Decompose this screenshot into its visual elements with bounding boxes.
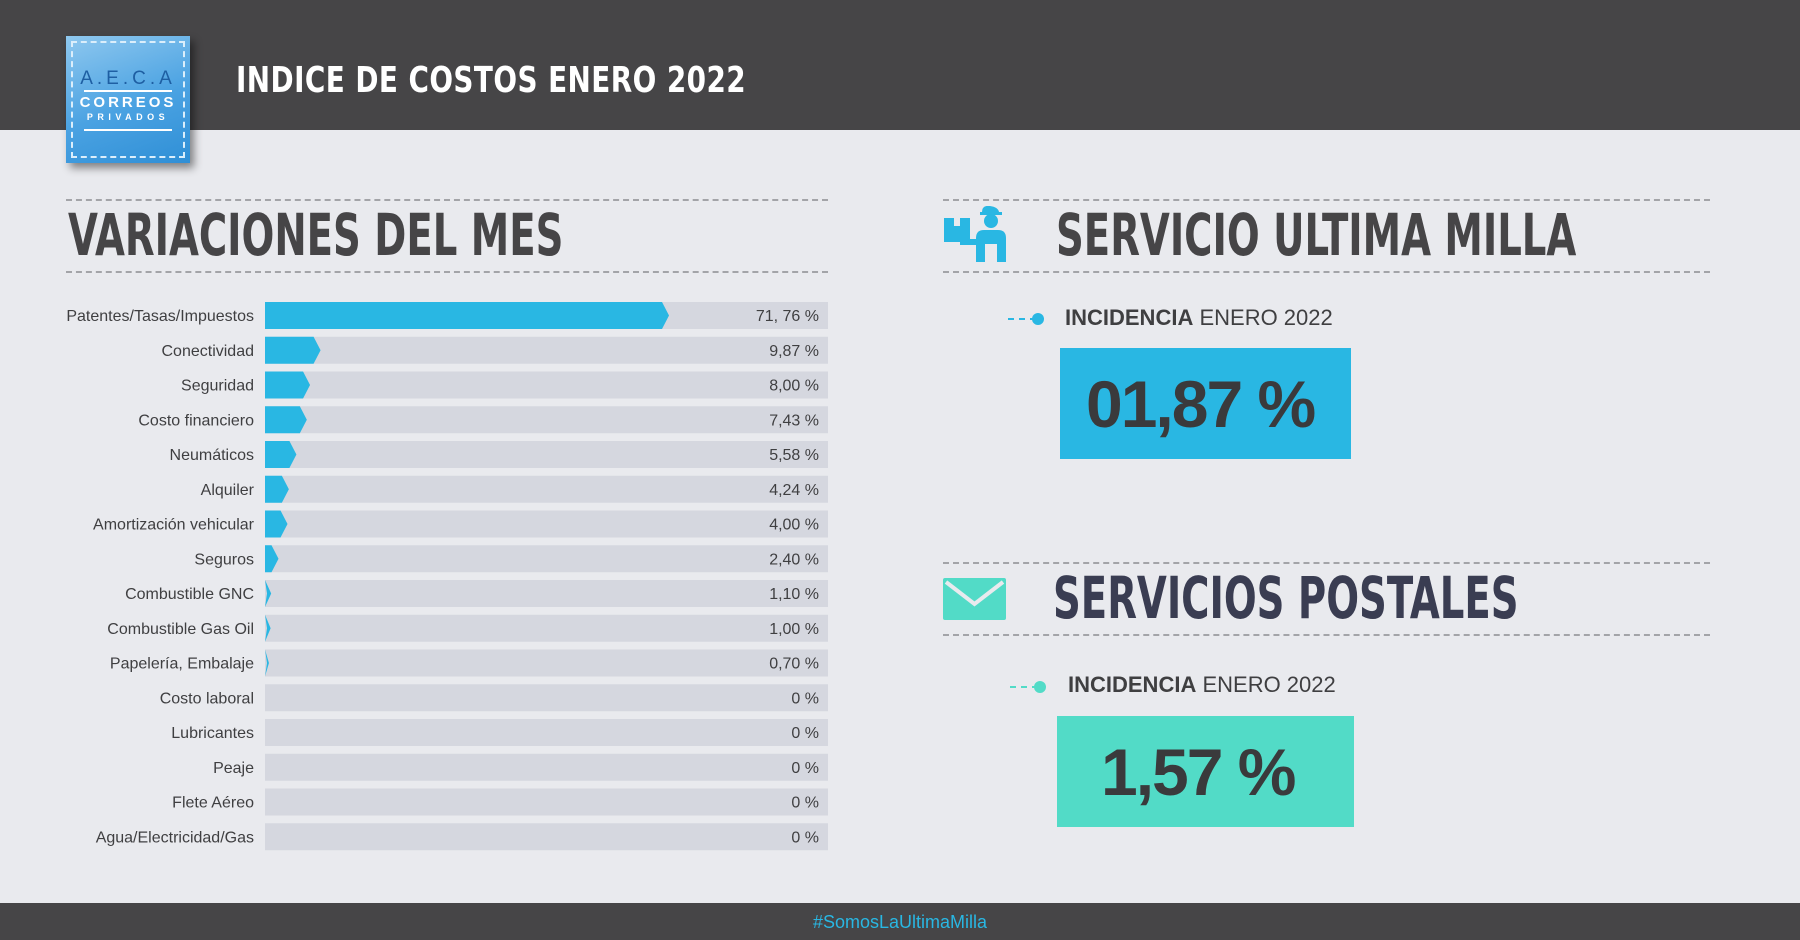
bar (265, 475, 289, 503)
bar (265, 510, 288, 538)
bar (265, 649, 269, 677)
category-label: Conectividad (162, 343, 255, 360)
bar (265, 614, 271, 642)
value-label: 0 % (791, 725, 819, 742)
bar (265, 406, 307, 434)
category-label: Patentes/Tasas/Impuestos (66, 308, 254, 325)
category-label: Alquiler (201, 482, 255, 499)
postales-title: SERVICIOS POSTALES (1053, 564, 1519, 632)
category-label: Costo laboral (160, 690, 254, 707)
category-label: Amortización vehicular (93, 517, 255, 534)
category-label: Seguros (194, 551, 254, 568)
category-label: Combustible GNC (125, 586, 254, 603)
ultima-milla-incidencia-label: INCIDENCIA ENERO 2022 (1065, 305, 1333, 331)
incidencia-bold: INCIDENCIA (1068, 672, 1197, 697)
value-label: 4,24 % (769, 482, 819, 499)
category-label: Neumáticos (170, 447, 254, 464)
bar-track (265, 371, 828, 399)
bar-track (265, 823, 828, 851)
incidencia-bold: INCIDENCIA (1065, 305, 1194, 330)
category-label: Agua/Electricidad/Gas (96, 829, 254, 846)
section-divider (943, 562, 1710, 564)
value-label: 7,43 % (769, 412, 819, 429)
ultima-milla-value-box: 01,87 % (1060, 348, 1351, 459)
bar-track (265, 336, 828, 364)
postales-value: 1,57 % (1101, 735, 1296, 809)
value-label: 9,87 % (769, 343, 819, 360)
value-label: 1,00 % (769, 621, 819, 638)
value-label: 0 % (791, 760, 819, 777)
category-label: Combustible Gas Oil (107, 621, 254, 638)
category-label: Peaje (213, 760, 254, 777)
envelope-icon (943, 578, 1006, 620)
value-label: 8,00 % (769, 378, 819, 395)
category-label: Seguridad (181, 378, 254, 395)
stamp-border (71, 41, 185, 158)
incidencia-period: ENERO 2022 (1196, 672, 1336, 697)
bar-track (265, 510, 828, 538)
bar-track (265, 719, 828, 746)
section-divider (66, 271, 828, 273)
section-divider (943, 634, 1710, 636)
bar-track (265, 788, 828, 816)
bar-track (265, 614, 828, 642)
incidencia-period: ENERO 2022 (1193, 305, 1333, 330)
bar (265, 371, 311, 399)
bar-track (265, 649, 828, 677)
value-label: 5,58 % (769, 447, 819, 464)
footer-hashtag: #SomosLaUltimaMilla (812, 912, 988, 932)
header-bar: INDICE DE COSTOS ENERO 2022 (0, 0, 1800, 130)
page-title: INDICE DE COSTOS ENERO 2022 (236, 60, 747, 101)
value-label: 4,00 % (769, 517, 819, 534)
section-divider (943, 199, 1710, 201)
ultima-milla-value: 01,87 % (1086, 367, 1316, 441)
bar (265, 441, 297, 468)
value-label: 0 % (791, 829, 819, 846)
logo-divider (84, 129, 172, 131)
value-label: 0 % (791, 795, 819, 812)
category-label: Lubricantes (171, 725, 254, 742)
bar (265, 336, 321, 364)
incidencia-marker-dot (1032, 313, 1044, 325)
chart-title: VARIACIONES DEL MES (68, 201, 564, 269)
bar (265, 545, 279, 573)
value-label: 71, 76 % (756, 308, 819, 325)
category-label: Flete Aéreo (172, 795, 254, 812)
postales-value-box: 1,57 % (1057, 716, 1354, 827)
value-label: 2,40 % (769, 551, 819, 568)
section-divider (943, 271, 1710, 273)
value-label: 0 % (791, 690, 819, 707)
bar-track (265, 406, 828, 434)
incidencia-marker-dot (1034, 681, 1046, 693)
incidencia-marker-line (1010, 686, 1038, 688)
bar-track (265, 441, 828, 468)
logo-text-aeca: A.E.C.A (80, 68, 176, 89)
ultima-milla-title: SERVICIO ULTIMA MILLA (1056, 201, 1577, 269)
section-divider (66, 199, 828, 201)
logo-text-privados: PRIVADOS (86, 112, 170, 122)
value-label: 0,70 % (769, 656, 819, 673)
logo-text-correos: CORREOS (79, 94, 177, 111)
bar (265, 580, 272, 607)
bar-track (265, 684, 828, 712)
bar-track (265, 580, 828, 607)
aeca-logo: A.E.C.A CORREOS PRIVADOS (66, 36, 190, 163)
logo-divider (84, 90, 172, 92)
bar-track (265, 753, 828, 781)
footer-bar: #SomosLaUltimaMilla (0, 903, 1800, 940)
bar (265, 302, 670, 329)
incidencia-marker-line (1008, 318, 1036, 320)
bar-track (265, 545, 828, 573)
category-label: Costo financiero (138, 412, 254, 429)
bar-track (265, 475, 828, 503)
delivery-person-icon (944, 206, 1006, 262)
postales-incidencia-label: INCIDENCIA ENERO 2022 (1068, 672, 1336, 698)
category-label: Papelería, Embalaje (110, 656, 254, 673)
value-label: 1,10 % (769, 586, 819, 603)
